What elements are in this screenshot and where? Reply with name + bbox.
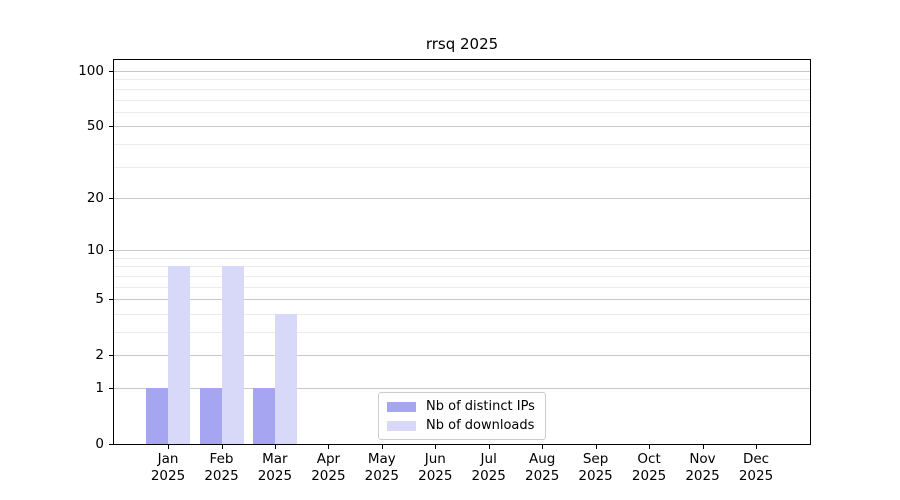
x-tick-label-oct: Oct 2025 (631, 451, 667, 484)
x-tick-label-aug: Aug 2025 (525, 451, 560, 484)
y-tick-label-10: 10 (86, 242, 104, 259)
gridline-minor-3 (114, 332, 810, 333)
y-tick-5 (109, 299, 113, 301)
x-tick-label-jan: Jan 2025 (150, 451, 186, 484)
plot-area (113, 59, 811, 445)
gridline-minor-40 (114, 143, 810, 145)
gridline-minor-60 (114, 111, 810, 113)
gridline-major-20 (114, 197, 810, 199)
gridline-major-2 (114, 355, 810, 357)
x-tick-label-apr: Apr 2025 (311, 451, 346, 484)
gridline-minor-70 (114, 99, 810, 101)
gridline-minor-30 (114, 166, 810, 168)
x-tick-label-feb: Feb 2025 (204, 451, 239, 484)
y-tick-label-2: 2 (95, 347, 104, 364)
y-tick-label-100: 100 (78, 63, 104, 79)
x-tick-label-mar: Mar 2025 (257, 451, 293, 484)
x-tick-jul (488, 445, 490, 449)
gridline-major-5 (114, 299, 810, 301)
legend-label-distinct-ips: Nb of distinct IPs (426, 399, 535, 414)
x-tick-mar (274, 445, 276, 449)
y-tick-0 (109, 444, 113, 445)
legend-swatch-downloads (387, 420, 416, 431)
x-tick-sep (595, 445, 597, 449)
x-tick-jun (435, 445, 437, 449)
gridline-minor-90 (114, 79, 810, 81)
y-tick-label-20: 20 (86, 189, 104, 206)
chart-title: rrsq 2025 (425, 35, 499, 53)
x-tick-dec (756, 445, 757, 449)
legend-swatch-distinct-ips (387, 401, 416, 412)
x-tick-nov (702, 445, 704, 449)
y-tick-label-50: 50 (86, 118, 104, 135)
gridline-major-10 (114, 250, 810, 252)
x-tick-feb (221, 445, 223, 449)
gridline-major-100 (114, 71, 810, 72)
gridline-major-1 (114, 388, 810, 389)
gridline-minor-7 (114, 275, 810, 277)
y-tick-label-5: 5 (95, 291, 104, 308)
y-tick-1 (109, 388, 113, 389)
y-tick-50 (109, 126, 113, 128)
gridline-minor-8 (114, 266, 810, 268)
x-tick-label-sep: Sep 2025 (578, 451, 613, 484)
x-tick-may (381, 445, 383, 449)
legend-item-distinct-ips: Nb of distinct IPs (387, 399, 537, 414)
gridline-major-50 (114, 126, 810, 128)
x-tick-aug (542, 445, 544, 449)
y-tick-2 (109, 355, 113, 357)
x-tick-oct (649, 445, 651, 449)
legend-label-downloads: Nb of downloads (426, 418, 535, 433)
gridline-minor-4 (114, 313, 810, 315)
legend-item-downloads: Nb of downloads (387, 418, 537, 433)
legend: Nb of distinct IPs Nb of downloads (378, 392, 546, 440)
gridline-minor-80 (114, 88, 810, 90)
x-tick-label-jul: Jul 2025 (471, 451, 506, 484)
bar-nb-of-downloads-feb (221, 266, 244, 444)
bar-nb-of-distinct-ips-mar (252, 388, 275, 444)
gridline-minor-6 (114, 286, 810, 288)
bar-nb-of-distinct-ips-jan (146, 388, 168, 444)
bar-nb-of-distinct-ips-feb (199, 388, 222, 444)
x-tick-apr (328, 445, 330, 449)
bar-nb-of-downloads-jan (168, 266, 190, 444)
x-tick-label-nov: Nov 2025 (685, 451, 720, 484)
y-tick-20 (109, 197, 113, 199)
gridline-minor-9 (114, 257, 810, 259)
bar-nb-of-downloads-mar (274, 313, 297, 444)
x-tick-label-dec: Dec 2025 (738, 451, 774, 484)
x-tick-label-may: May 2025 (364, 451, 399, 484)
x-tick-jan (168, 445, 169, 449)
y-tick-100 (109, 71, 113, 72)
y-tick-label-0: 0 (95, 436, 104, 452)
x-tick-label-jun: Jun 2025 (418, 451, 453, 484)
y-tick-10 (109, 250, 113, 252)
y-tick-label-1: 1 (95, 380, 104, 396)
